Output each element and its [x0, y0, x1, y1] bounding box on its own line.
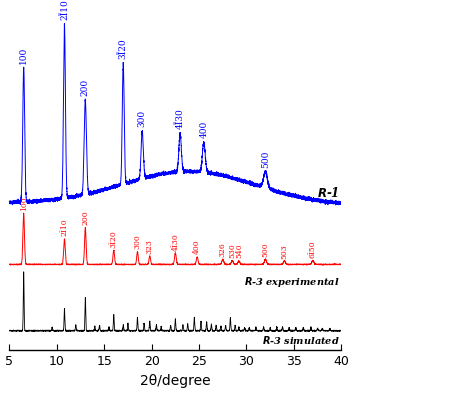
Text: 500: 500: [261, 150, 270, 168]
Text: $\bfit{R}$-3 experimental: $\bfit{R}$-3 experimental: [244, 275, 339, 289]
Text: 540: 540: [235, 244, 243, 258]
Text: 530: 530: [228, 243, 236, 258]
Text: 4Ĩ30: 4Ĩ30: [176, 108, 184, 129]
Text: 200: 200: [82, 210, 89, 225]
Text: 3Ĩ20: 3Ĩ20: [110, 230, 118, 248]
Text: 400: 400: [193, 240, 201, 254]
Text: $\bfit{R}$-1: $\bfit{R}$-1: [317, 186, 339, 201]
Text: 503: 503: [281, 244, 288, 259]
Text: 4Ĩ30: 4Ĩ30: [172, 233, 179, 251]
Text: 323: 323: [146, 239, 154, 254]
Text: 100: 100: [19, 47, 28, 64]
Text: 326: 326: [219, 242, 227, 257]
Text: $\bfit{R}$-3 simulated: $\bfit{R}$-3 simulated: [262, 334, 339, 346]
Text: 400: 400: [200, 121, 208, 138]
Text: 2Ĩ10: 2Ĩ10: [61, 219, 68, 236]
Text: 100: 100: [20, 196, 27, 211]
Text: 2Ĩ10: 2Ĩ10: [60, 0, 69, 20]
Text: 300: 300: [134, 234, 141, 250]
Text: 300: 300: [138, 110, 146, 127]
Text: 3Ĩ20: 3Ĩ20: [119, 38, 128, 59]
X-axis label: 2θ/degree: 2θ/degree: [140, 374, 210, 388]
Text: 500: 500: [262, 242, 269, 257]
Text: 200: 200: [81, 79, 90, 96]
Text: 6Ĩ50: 6Ĩ50: [309, 240, 317, 258]
